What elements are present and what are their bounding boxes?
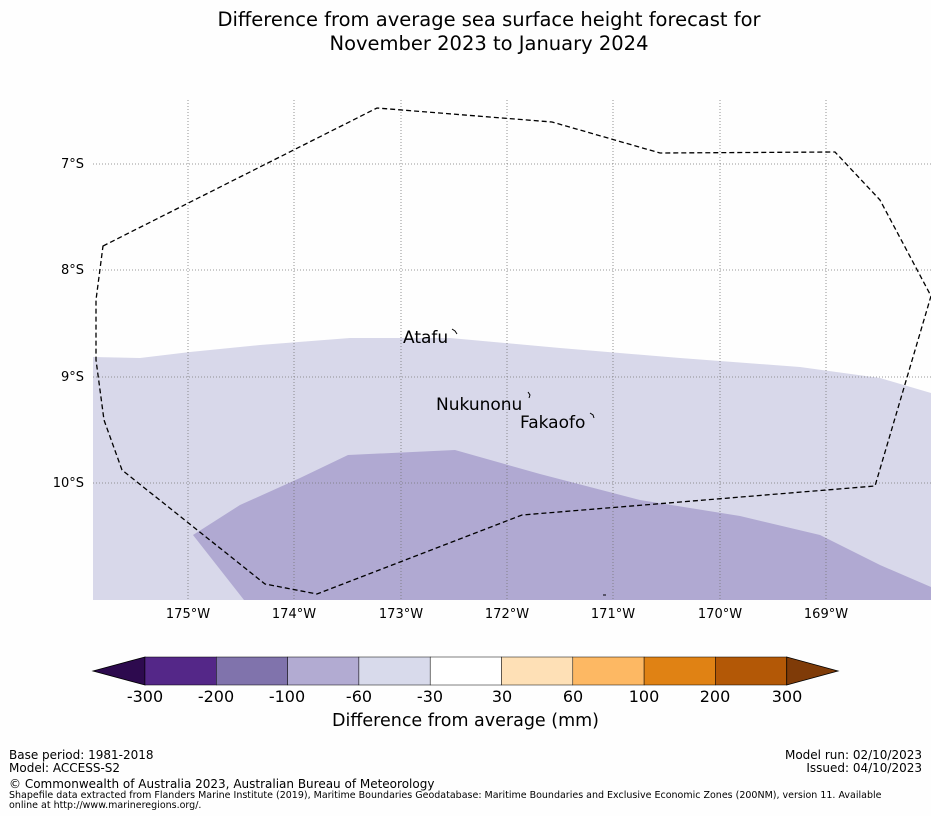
graticule (93, 100, 931, 600)
place-label-atafu: Atafu (403, 328, 449, 348)
lon-label-171w: 171°W (590, 607, 636, 622)
colorbar-tick-label: -30 (416, 687, 444, 706)
colorbar-extend-low (91, 656, 146, 686)
model-text: Model: ACCESS-S2 (9, 761, 121, 775)
eez-boundary (95, 107, 931, 595)
base-period-text: Base period: 1981-2018 (9, 748, 154, 762)
atafu-atoll (451, 328, 458, 335)
colorbar-segment (572, 656, 645, 686)
lat-label-10s: 10°S (52, 476, 84, 491)
lon-label-173w: 173°W (378, 607, 424, 622)
model-run-text: Model run: 02/10/2023 (784, 748, 922, 762)
colorbar-tick-label: -100 (268, 687, 306, 706)
anomaly-region-medium (193, 450, 931, 600)
map-panel (93, 100, 931, 600)
colorbar-tick-label: 60 (562, 687, 584, 706)
lat-label-8s: 8°S (60, 263, 84, 278)
colorbar-segment (358, 656, 431, 686)
colorbar-tick-label: 300 (771, 687, 803, 706)
colorbar-tick-label: 200 (699, 687, 731, 706)
colorbar-tick-label: -60 (345, 687, 373, 706)
colorbar-tick-label: 100 (628, 687, 660, 706)
place-label-nukunonu: Nukunonu (436, 395, 523, 415)
nukunonu-atoll (527, 391, 531, 399)
chart-title: Difference from average sea surface heig… (0, 8, 931, 56)
colorbar-tick-label: 30 (491, 687, 513, 706)
lon-label-175w: 175°W (165, 607, 211, 622)
lat-label-9s: 9°S (60, 370, 84, 385)
colorbar-segment (429, 656, 502, 686)
lon-label-170w: 170°W (697, 607, 743, 622)
issued-text: Issued: 04/10/2023 (806, 761, 922, 775)
lon-label-172w: 172°W (484, 607, 530, 622)
colorbar-label: Difference from average (mm) (331, 711, 600, 731)
colorbar-segment (287, 656, 360, 686)
colorbar (91, 656, 840, 686)
colorbar-extend-high (786, 656, 840, 686)
copyright-text: © Commonwealth of Australia 2023, Austra… (9, 777, 435, 791)
colorbar-segment (715, 656, 787, 686)
colorbar-segment (216, 656, 288, 686)
colorbar-segment (144, 656, 217, 686)
fakaofo-atoll (589, 412, 595, 419)
colorbar-tick-label: -300 (126, 687, 164, 706)
title-line-2: November 2023 to January 2024 (329, 32, 649, 55)
lon-label-169w: 169°W (803, 607, 849, 622)
colorbar-segment (643, 656, 716, 686)
colorbar-tick-label: -200 (197, 687, 235, 706)
lon-label-174w: 174°W (271, 607, 317, 622)
atolls (451, 328, 606, 596)
lat-label-7s: 7°S (60, 157, 84, 172)
colorbar-segment (501, 656, 574, 686)
title-line-1: Difference from average sea surface heig… (217, 8, 761, 31)
place-label-fakaofo: Fakaofo (520, 413, 586, 433)
shapefile-credit: Shapefile data extracted from Flanders M… (9, 790, 882, 811)
